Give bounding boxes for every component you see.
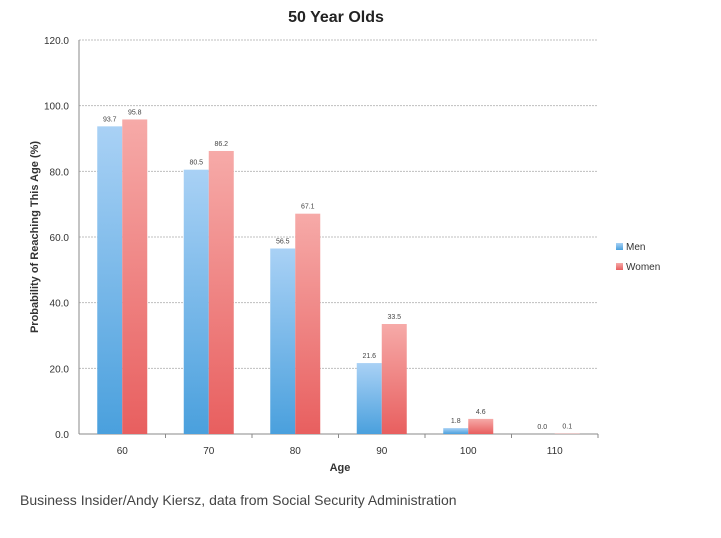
bar-women-70: [208, 150, 234, 434]
x-tick-label: 100: [460, 446, 477, 457]
bar-men-100: [443, 428, 469, 434]
axes: 0.0 20.0 40.0 60.0 80.0 100.0 120.0 60 70 80 90 100…: [44, 36, 599, 457]
legend-label-men: Men: [626, 242, 645, 253]
data-label: 0.0: [537, 424, 547, 431]
y-tick-label: 120.0: [44, 36, 69, 47]
data-label: 21.6: [362, 353, 376, 360]
legend-swatch-men: [616, 243, 623, 250]
y-tick-label: 60.0: [50, 233, 70, 244]
data-label: 1.8: [451, 418, 461, 425]
data-label: 56.5: [276, 238, 290, 245]
bars: [97, 119, 580, 435]
bar-men-90: [356, 363, 382, 434]
data-label: 67.1: [301, 204, 315, 211]
bar-men-60: [97, 126, 123, 434]
legend: Men Women: [616, 242, 660, 273]
bar-women-90: [381, 324, 407, 434]
chart-title: 50 Year Olds: [288, 9, 384, 26]
y-tick-label: 80.0: [50, 167, 70, 178]
bar-men-80: [270, 248, 296, 434]
data-label: 95.8: [128, 109, 142, 116]
data-label: 93.7: [103, 116, 117, 123]
y-tick-label: 100.0: [44, 102, 69, 113]
x-tick-label: 90: [376, 446, 388, 457]
chart: 50 Year Olds 0.0 20.0 40.0 60.0 80.0 100.0 120…: [29, 9, 660, 474]
bar-men-70: [183, 169, 209, 435]
y-tick-label: 20.0: [50, 364, 70, 375]
legend-swatch-women: [616, 263, 623, 270]
gridlines: [79, 39, 598, 369]
x-tick-label: 110: [547, 446, 563, 457]
data-label: 33.5: [387, 314, 401, 321]
bar-women-60: [122, 119, 148, 434]
y-axis-title: Probability of Reaching This Age (%): [29, 141, 41, 333]
source-caption: Business Insider/Andy Kiersz, data from …: [20, 492, 457, 508]
x-tick-label: 60: [117, 446, 129, 457]
y-tick-label: 40.0: [50, 299, 70, 310]
y-tick-label: 0.0: [55, 430, 69, 441]
data-label: 80.5: [189, 160, 203, 167]
data-label: 4.6: [476, 409, 486, 416]
legend-label-women: Women: [626, 262, 660, 273]
data-labels: 93.7 95.8 80.5 86.2 56.5 67.1 21.6 33.5 1.8 4.6 0.…: [103, 109, 572, 431]
data-label: 86.2: [214, 141, 228, 148]
bar-women-100: [468, 418, 494, 434]
data-label: 0.1: [562, 424, 572, 431]
x-axis-title: Age: [330, 462, 351, 474]
bar-women-80: [295, 213, 321, 434]
x-tick-label: 70: [203, 446, 215, 457]
x-tick-label: 80: [290, 446, 302, 457]
